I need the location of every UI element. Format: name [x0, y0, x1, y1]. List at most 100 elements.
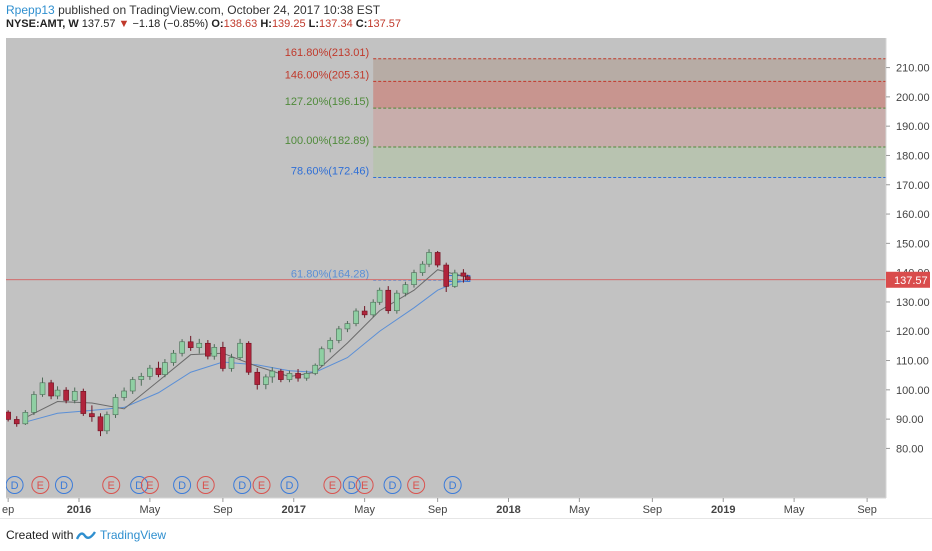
candle-body — [353, 310, 359, 324]
author-link[interactable]: Rpepp13 — [6, 3, 55, 17]
event-marker-label: E — [361, 480, 368, 492]
candle-body — [228, 357, 235, 369]
event-marker-label: D — [60, 480, 68, 492]
candle-body — [318, 348, 325, 366]
x-tick-label: 2016 — [67, 504, 91, 516]
y-tick-label: 100.00 — [896, 385, 930, 397]
event-marker-label: D — [11, 480, 19, 492]
close-label: C: — [355, 18, 368, 30]
symbol-info: NYSE:AMT, W 137.57 ▼ −1.18 (−0.85%) O:13… — [6, 18, 401, 30]
y-tick-label: 200.00 — [896, 92, 930, 104]
event-marker-label: D — [285, 480, 293, 492]
fib-level-label: 78.60%(172.46) — [291, 166, 369, 178]
current-price-badge — [886, 271, 930, 288]
dividend-marker — [130, 476, 149, 494]
event-marker-label: D — [449, 480, 457, 492]
y-tick-label: 170.00 — [896, 180, 930, 192]
x-tick-label: Sep — [643, 504, 663, 516]
y-tick-label: 120.00 — [896, 326, 930, 338]
candle-body — [48, 382, 54, 397]
candle-body — [104, 414, 110, 432]
footer-bar: Created with TradingView — [0, 518, 932, 551]
candle-body — [402, 284, 409, 294]
candle-body — [80, 390, 87, 414]
candle-body — [394, 292, 400, 312]
y-tick-label: 130.00 — [896, 297, 930, 309]
candle-body — [170, 352, 177, 363]
candle-body — [464, 276, 471, 280]
candle-body — [211, 347, 218, 357]
chart-header: Rpepp13 published on TradingView.com, Oc… — [0, 0, 932, 34]
earnings-marker — [323, 476, 342, 494]
candle-body — [385, 289, 392, 312]
earnings-marker — [355, 476, 374, 494]
y-tick-label: 80.00 — [896, 443, 924, 455]
fib-level-label: 100.00%(182.89) — [285, 135, 369, 147]
earnings-marker — [407, 476, 426, 494]
y-tick-label: 90.00 — [896, 414, 924, 426]
candle-body — [254, 371, 261, 385]
tradingview-brand-link[interactable]: TradingView — [76, 528, 166, 542]
candle-body — [196, 342, 203, 348]
candle-body — [147, 367, 153, 377]
price-chart[interactable]: 161.80%(213.01) 146.00%(205.31) 127.20%(19… — [0, 0, 932, 518]
candle-body — [327, 340, 334, 350]
candle-body — [460, 272, 467, 277]
event-marker-label: E — [412, 480, 419, 492]
event-marker-label: D — [178, 480, 186, 492]
event-marker-label: D — [238, 480, 246, 492]
event-marker-label: E — [108, 480, 115, 492]
price-change: −1.18 (−0.85%) — [132, 18, 209, 30]
candle-body — [97, 416, 104, 432]
high-value: 139.25 — [271, 18, 306, 30]
candle-body — [361, 310, 368, 316]
tradingview-logo-icon — [76, 531, 96, 540]
candle-body — [434, 252, 441, 266]
fib-level-label: 127.20%(196.15) — [285, 96, 369, 108]
candle-body — [6, 411, 11, 420]
symbol-label: NYSE:AMT, W — [6, 18, 79, 30]
x-tick-label: May — [139, 504, 160, 516]
candle-body — [187, 341, 194, 348]
y-tick-label: 180.00 — [896, 150, 930, 162]
low-label: L: — [308, 18, 320, 30]
x-tick-label: May — [354, 504, 375, 516]
candle-body — [54, 389, 61, 397]
dividend-marker — [383, 476, 402, 494]
moving-average-slow — [25, 280, 468, 423]
dividend-marker — [280, 476, 299, 494]
high-label: H: — [260, 18, 272, 30]
earnings-marker — [252, 476, 271, 494]
fib-level-label: 146.00%(205.31) — [285, 69, 369, 81]
dividend-marker — [233, 476, 252, 494]
candle-body — [112, 397, 119, 416]
current-price-label: 137.57 — [894, 275, 928, 287]
x-tick-label: ep — [2, 504, 14, 516]
dividend-marker — [6, 476, 24, 494]
candle-body — [370, 301, 377, 316]
x-tick-label: Sep — [428, 504, 448, 516]
down-arrow-icon: ▼ — [118, 18, 130, 30]
candle-body — [179, 341, 185, 354]
fib-zone — [373, 146, 886, 178]
candle-body — [286, 373, 293, 380]
y-tick-label: 110.00 — [896, 356, 929, 368]
y-tick-label: 210.00 — [896, 63, 930, 75]
publish-line: Rpepp13 published on TradingView.com, Oc… — [6, 3, 380, 17]
dividend-marker — [54, 476, 73, 494]
candle-body — [452, 272, 458, 287]
candle-body — [22, 412, 29, 425]
candle-body — [336, 328, 342, 341]
fib-zone — [373, 108, 886, 147]
earnings-marker — [31, 476, 50, 494]
candle-body — [269, 370, 276, 378]
brand-name: TradingView — [100, 528, 167, 542]
candle-body — [263, 376, 269, 385]
published-text: published on TradingView.com, October 24… — [58, 3, 381, 17]
candle-body — [411, 272, 417, 285]
candle-body — [129, 379, 136, 392]
earnings-marker — [140, 476, 159, 494]
low-value: 137.34 — [319, 18, 353, 30]
event-marker-label: E — [146, 480, 153, 492]
candle-body — [344, 323, 351, 330]
